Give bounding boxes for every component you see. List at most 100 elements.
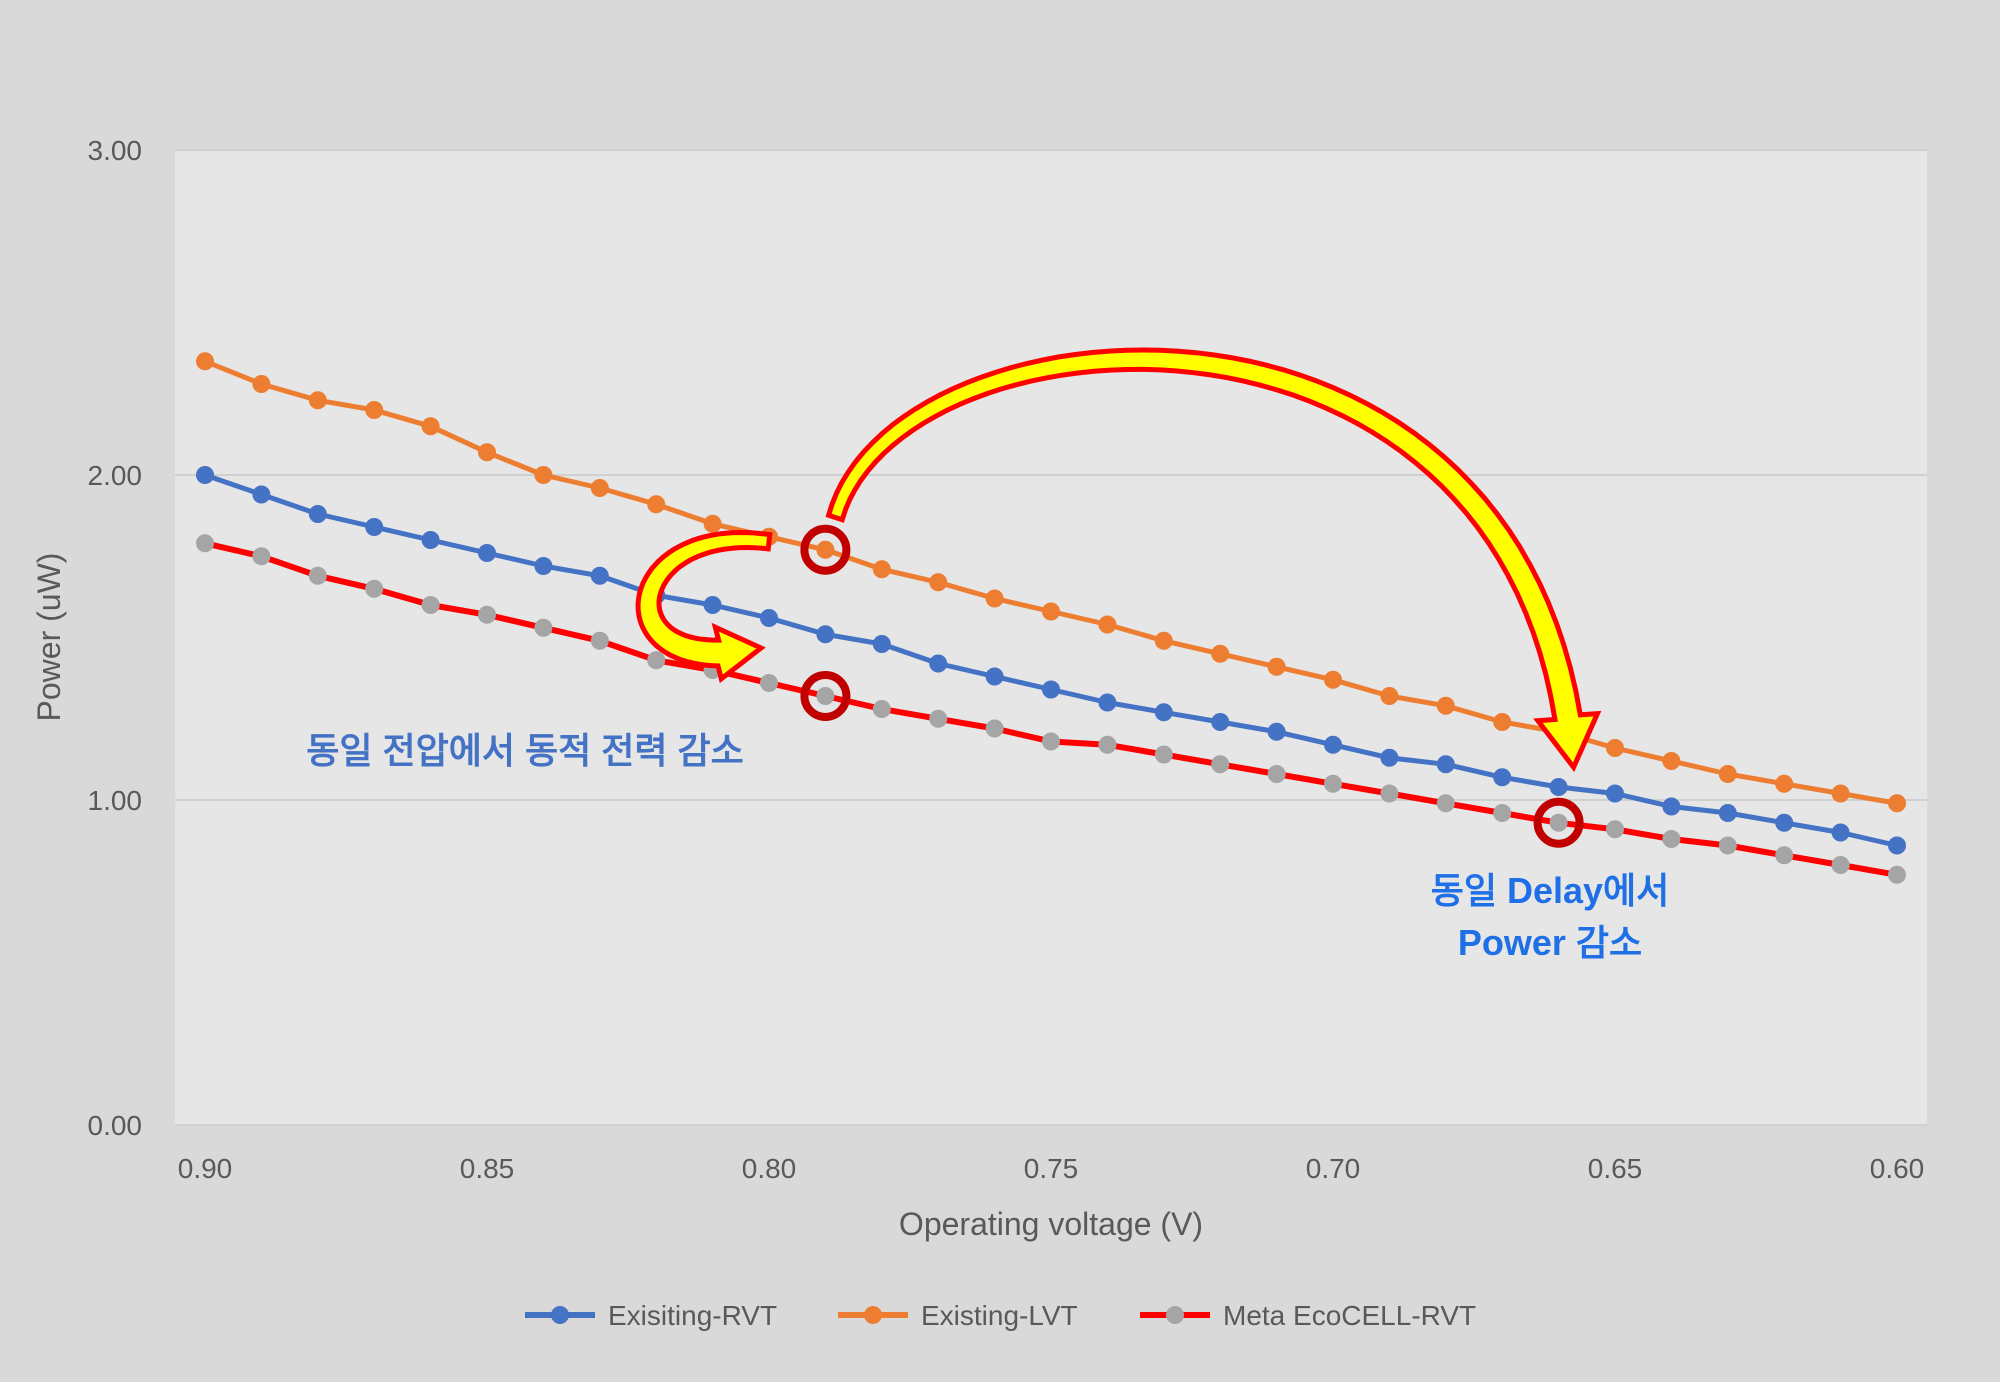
data-point [985,589,1004,608]
data-point [252,485,271,504]
data-point [365,518,384,536]
data-point [1493,768,1512,787]
data-point [1831,856,1850,874]
annotation-same-delay-line2: Power 감소 [1458,922,1642,963]
x-tick-label: 0.90 [178,1153,233,1184]
data-point [1154,703,1173,722]
data-point [1662,752,1681,770]
y-tick-label: 2.00 [88,460,143,491]
data-point [1098,615,1117,634]
data-point [421,596,440,614]
data-point [816,540,835,559]
data-point [816,625,835,644]
data-point [1211,644,1230,663]
data-point [1493,804,1512,822]
highlight-circle [1533,797,1584,848]
data-point [985,719,1004,738]
legend-label: Exisiting-RVT [608,1300,777,1331]
legend-label: Existing-LVT [921,1300,1078,1331]
data-point [703,596,722,614]
data-point [1888,836,1906,855]
data-point [252,375,271,393]
y-axis-label: Power (uW) [31,553,67,722]
legend-swatch-marker [1166,1306,1184,1324]
arrow-same-delay [825,347,1602,773]
data-point [929,654,948,673]
data-point [478,544,496,562]
data-point [703,514,722,533]
data-point [534,466,553,484]
x-tick-label: 0.75 [1024,1153,1079,1184]
x-tick-label: 0.60 [1870,1153,1925,1184]
data-point [1380,748,1399,767]
data-point [1436,794,1455,813]
data-point [1549,778,1568,796]
x-tick-label: 0.85 [460,1153,515,1184]
x-tick-label: 0.65 [1588,1153,1643,1184]
x-tick-label: 0.70 [1306,1153,1361,1184]
data-point [985,667,1004,686]
data-point [1380,687,1399,705]
data-point [534,618,553,637]
data-point [1606,784,1624,803]
data-point [760,674,778,692]
data-point [1831,784,1850,803]
data-point [1324,670,1342,689]
data-point [1380,784,1399,803]
data-point [1042,680,1060,699]
plot-area [175,150,1927,1125]
data-point [872,700,891,718]
data-point [1042,602,1060,621]
data-point [872,560,891,579]
annotation-same-delay-line1: 동일 Delay에서 [1431,870,1670,911]
data-point [1098,735,1117,754]
legend-swatch-marker [864,1306,882,1324]
data-point [1324,735,1342,754]
data-point [1831,823,1850,842]
data-point [1775,774,1794,793]
y-tick-label: 0.00 [88,1110,143,1141]
highlight-circle [800,671,851,721]
y-axis-ticks: 0.00 1.00 2.00 3.00 [88,135,143,1141]
data-point [647,651,666,670]
data-point [1267,657,1286,676]
data-point [1606,820,1624,839]
data-point [1718,765,1737,783]
x-tick-label: 0.80 [742,1153,797,1184]
highlight-circle [800,524,851,575]
data-point [308,391,327,410]
data-point [1888,865,1906,884]
data-point [929,709,948,728]
data-point [365,579,384,598]
data-point [365,401,384,419]
data-point [1888,794,1906,813]
data-point [1324,774,1342,793]
data-point [1718,836,1737,855]
data-point [252,547,271,566]
data-point [647,495,666,514]
data-point [816,687,835,705]
legend: Exisiting-RVT Existing-LVT Meta EcoCELL-RV… [525,1300,1476,1331]
data-point [1211,755,1230,774]
data-point [1606,739,1624,757]
data-point [760,609,778,627]
data-point [1662,797,1681,816]
annotation-layer [635,347,1602,848]
data-point [1098,693,1117,712]
data-point [1267,765,1286,783]
data-point [1718,804,1737,822]
series-layer [196,352,1906,884]
data-point [196,466,214,484]
annotation-same-voltage: 동일 전압에서 동적 전력 감소 [306,730,743,771]
data-point [196,534,214,553]
x-axis-label: Operating voltage (V) [899,1206,1203,1242]
data-point [590,479,609,497]
data-point [590,566,609,585]
legend-label: Meta EcoCELL-RVT [1223,1300,1476,1331]
data-point [534,557,553,575]
data-point [421,531,440,549]
y-tick-label: 1.00 [88,785,143,816]
data-point [1493,713,1512,731]
data-point [1154,745,1173,764]
